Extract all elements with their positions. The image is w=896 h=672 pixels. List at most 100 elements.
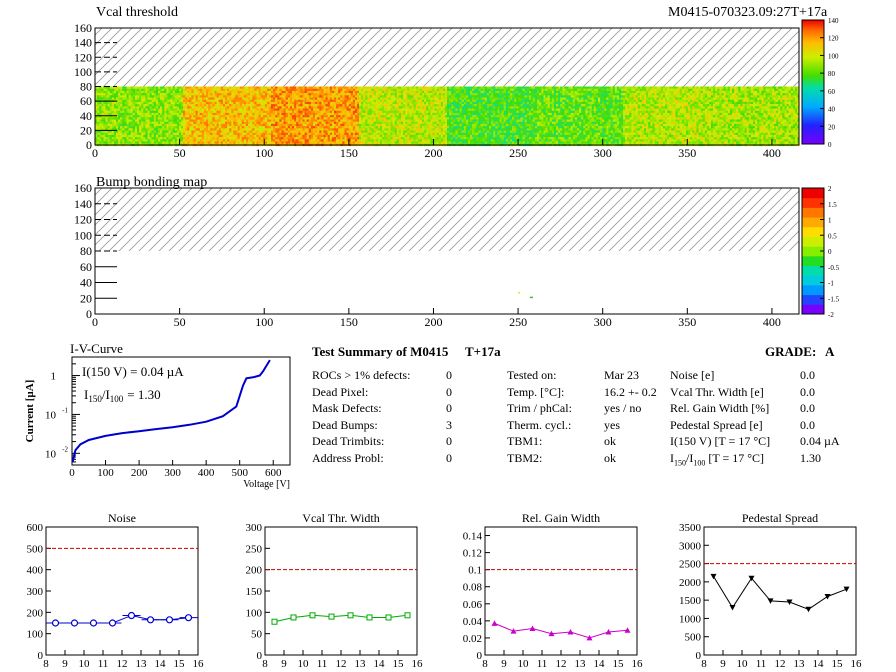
pixel-cell bbox=[126, 139, 129, 142]
pixel-cell bbox=[141, 108, 144, 111]
pixel-cell bbox=[103, 121, 106, 125]
pixel-cell bbox=[449, 130, 452, 133]
pixel-cell bbox=[327, 86, 330, 89]
pixel-cell bbox=[250, 141, 253, 144]
pixel-cell bbox=[250, 112, 253, 116]
pixel-cell bbox=[285, 86, 288, 89]
pixel-cell bbox=[246, 121, 249, 125]
pixel-cell bbox=[329, 97, 333, 100]
pixel-cell bbox=[107, 123, 110, 127]
pixel-cell bbox=[208, 130, 211, 133]
pixel-cell bbox=[187, 130, 190, 133]
pixel-cell bbox=[338, 90, 341, 94]
pixel-cell bbox=[103, 88, 106, 92]
pixel-cell bbox=[256, 101, 259, 105]
pixel-cell bbox=[417, 139, 421, 142]
pixel-cell bbox=[155, 115, 159, 118]
pixel-cell bbox=[415, 86, 418, 89]
pixel-cell bbox=[363, 90, 366, 94]
pixel-cell bbox=[468, 112, 471, 116]
pixel-cell bbox=[277, 132, 280, 136]
pixel-cell bbox=[407, 90, 410, 94]
pixel-cell bbox=[235, 95, 238, 98]
pixel-cell bbox=[179, 115, 182, 118]
pixel-cell bbox=[118, 90, 121, 94]
pixel-cell bbox=[170, 97, 173, 100]
pixel-cell bbox=[206, 99, 209, 103]
pixel-cell bbox=[262, 101, 266, 105]
pixel-cell bbox=[382, 134, 385, 138]
pixel-cell bbox=[237, 101, 240, 105]
pixel-cell bbox=[260, 112, 263, 116]
pixel-cell bbox=[338, 123, 341, 127]
pixel-cell bbox=[95, 93, 98, 96]
pixel-cell bbox=[287, 121, 291, 125]
pixel-cell bbox=[310, 90, 314, 94]
pixel-cell bbox=[155, 88, 159, 92]
pixel-cell bbox=[313, 97, 316, 100]
pixel-cell bbox=[231, 115, 234, 118]
pixel-cell bbox=[231, 121, 234, 125]
pixel-cell bbox=[149, 95, 152, 98]
pixel-cell bbox=[413, 141, 416, 144]
pixel-cell bbox=[134, 137, 138, 140]
pixel-cell bbox=[109, 104, 112, 107]
pixel-cell bbox=[160, 93, 163, 96]
pixel-cell bbox=[137, 108, 140, 111]
pixel-cell bbox=[189, 121, 192, 125]
pixel-cell bbox=[101, 128, 104, 131]
pixel-cell bbox=[225, 115, 228, 118]
pixel-cell bbox=[237, 126, 240, 129]
pixel-cell bbox=[476, 128, 479, 131]
pixel-cell bbox=[218, 90, 221, 94]
pixel-cell bbox=[459, 119, 462, 122]
pixel-cell bbox=[409, 115, 412, 118]
pixel-cell bbox=[99, 117, 102, 120]
pixel-cell bbox=[310, 139, 314, 142]
pixel-cell bbox=[283, 130, 286, 133]
pixel-cell bbox=[97, 123, 100, 127]
pixel-cell bbox=[193, 130, 196, 133]
pixel-cell bbox=[185, 126, 188, 129]
pixel-cell bbox=[315, 126, 318, 129]
pixel-cell bbox=[231, 104, 234, 107]
pixel-cell bbox=[304, 134, 307, 138]
pixel-cell bbox=[319, 137, 322, 140]
pixel-cell bbox=[384, 101, 387, 105]
pixel-cell bbox=[308, 117, 312, 120]
pixel-cell bbox=[457, 88, 460, 92]
pixel-cell bbox=[396, 130, 400, 133]
pixel-cell bbox=[206, 130, 209, 133]
pixel-cell bbox=[465, 95, 469, 98]
pixel-cell bbox=[357, 128, 360, 131]
pixel-cell bbox=[141, 132, 144, 136]
pixel-cell bbox=[331, 117, 335, 120]
pixel-cell bbox=[179, 104, 182, 107]
pixel-cell bbox=[195, 132, 198, 136]
pixel-cell bbox=[225, 137, 228, 140]
pixel-cell bbox=[141, 104, 144, 107]
pixel-cell bbox=[162, 93, 165, 96]
pixel-cell bbox=[168, 95, 171, 98]
pixel-cell bbox=[277, 119, 280, 122]
pixel-cell bbox=[101, 141, 104, 144]
pixel-cell bbox=[287, 115, 291, 118]
pixel-cell bbox=[212, 110, 215, 114]
pixel-cell bbox=[214, 99, 217, 103]
pixel-cell bbox=[137, 104, 140, 107]
pixel-cell bbox=[377, 108, 381, 111]
pixel-cell bbox=[176, 99, 180, 103]
pixel-cell bbox=[170, 134, 173, 138]
pixel-cell bbox=[170, 126, 173, 129]
pixel-cell bbox=[128, 117, 131, 120]
pixel-cell bbox=[220, 141, 224, 144]
pixel-cell bbox=[271, 130, 274, 133]
pixel-cell bbox=[463, 117, 467, 120]
pixel-cell bbox=[359, 119, 362, 122]
pixel-cell bbox=[267, 110, 270, 114]
pixel-cell bbox=[212, 97, 215, 100]
pixel-cell bbox=[461, 108, 464, 111]
pixel-cell bbox=[218, 132, 221, 136]
pixel-cell bbox=[375, 117, 379, 120]
pixel-cell bbox=[113, 137, 117, 140]
